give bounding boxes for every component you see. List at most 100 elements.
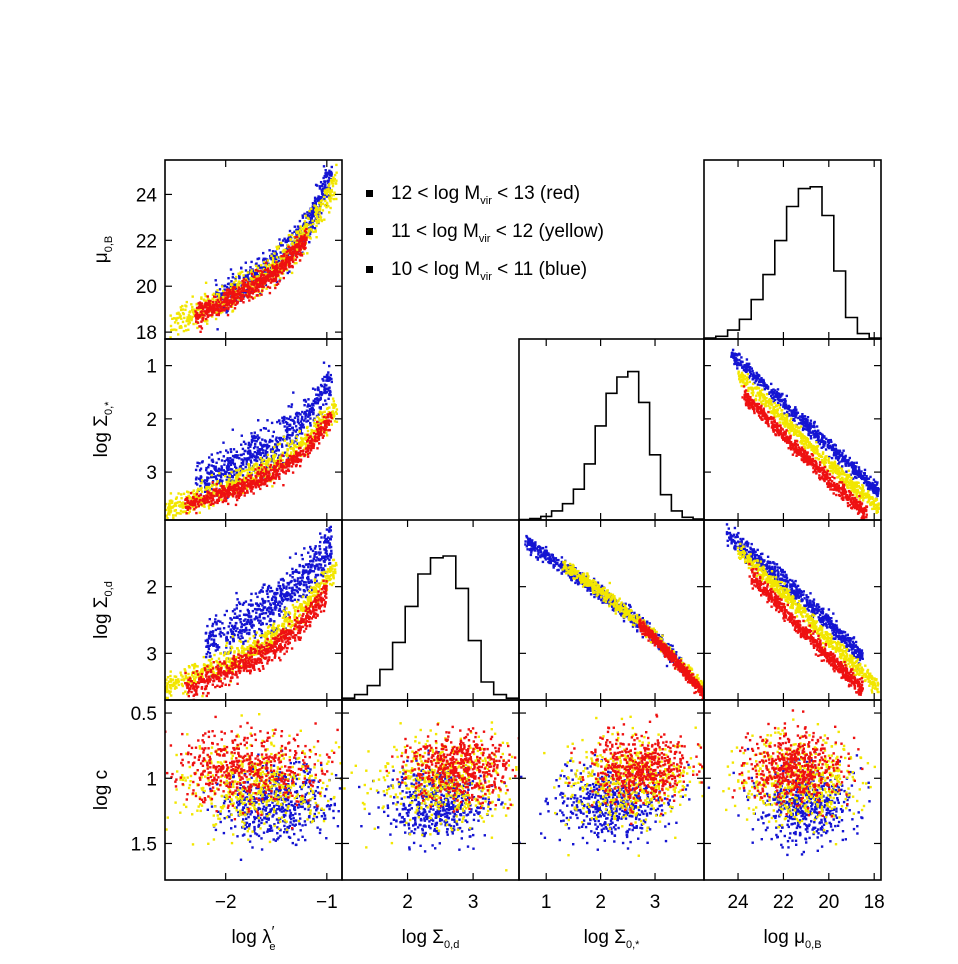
scatter-point — [214, 475, 217, 478]
scatter-point — [758, 374, 761, 378]
scatter-point — [227, 487, 230, 490]
scatter-point — [250, 440, 254, 444]
scatter-point — [223, 309, 226, 312]
scatter-point — [820, 446, 823, 449]
scatter-point — [233, 307, 237, 310]
scatter-point — [827, 445, 830, 449]
scatter-point — [326, 416, 330, 419]
scatter-point — [271, 262, 274, 265]
scatter-point — [303, 242, 307, 245]
scatter-point — [302, 252, 305, 255]
scatter-point — [288, 259, 292, 262]
scatter-point — [330, 190, 334, 193]
scatter-point — [253, 445, 257, 448]
scatter-point — [317, 422, 321, 426]
scatter-point — [772, 397, 775, 400]
scatter-point — [227, 463, 230, 466]
scatter-point — [206, 308, 209, 311]
scatter-point — [271, 260, 274, 263]
scatter-point — [278, 280, 281, 283]
scatter-point — [302, 452, 305, 456]
scatter-point — [288, 458, 291, 461]
scatter-point — [785, 394, 788, 398]
scatter-point — [192, 489, 195, 492]
scatter-point — [287, 264, 291, 267]
scatter-point — [231, 481, 234, 485]
scatter-point — [275, 256, 279, 259]
scatter-point — [248, 299, 251, 302]
scatter-point — [210, 473, 213, 477]
scatter-point — [844, 455, 847, 459]
scatter-point — [875, 490, 878, 494]
scatter-point — [299, 428, 303, 431]
scatter-point — [857, 471, 860, 475]
scatter-point — [234, 279, 237, 282]
scatter-point — [735, 359, 738, 363]
scatter-point — [321, 411, 324, 414]
scatter-point — [282, 269, 285, 272]
scatter-point — [267, 278, 270, 282]
scatter-point — [230, 470, 233, 474]
scatter-point — [281, 468, 284, 471]
scatter-point — [310, 410, 314, 413]
scatter-point — [752, 373, 755, 376]
scatter-point — [171, 317, 174, 320]
scatter-point — [283, 418, 286, 422]
scatter-point — [763, 381, 766, 385]
scatter-point — [290, 233, 293, 237]
scatter-point — [298, 240, 301, 244]
scatter-point — [328, 364, 331, 368]
scatter-point — [282, 438, 285, 441]
scatter-point — [200, 490, 204, 493]
scatter-point — [291, 248, 294, 251]
scatter-point — [311, 430, 314, 433]
scatter-point — [282, 262, 285, 265]
scatter-point — [255, 476, 258, 479]
scatter-point — [316, 387, 320, 391]
scatter-point — [170, 499, 173, 502]
scatter-point — [200, 308, 204, 312]
scatter-point — [169, 509, 173, 513]
scatter-point — [328, 393, 331, 397]
scatter-point — [236, 283, 239, 286]
scatter-point — [807, 426, 810, 430]
scatter-point — [236, 293, 239, 296]
scatter-point — [790, 414, 793, 417]
scatter-point — [241, 289, 245, 293]
scatter-point — [264, 427, 267, 430]
scatter-point — [264, 449, 267, 452]
scatter-point — [235, 456, 239, 459]
scatter-point — [788, 414, 791, 417]
scatter-point — [257, 466, 260, 470]
scatter-point — [224, 489, 228, 492]
scatter-point — [200, 481, 203, 485]
scatter-point — [772, 390, 775, 394]
scatter-point — [274, 277, 278, 280]
scatter-point — [189, 504, 193, 508]
scatter-point — [238, 490, 241, 494]
scatter-point — [234, 290, 238, 293]
scatter-point — [252, 479, 256, 482]
scatter-point — [280, 255, 283, 258]
scatter-point — [333, 173, 337, 177]
scatter-point — [280, 260, 283, 263]
scatter-point — [305, 236, 308, 239]
scatter-point — [310, 217, 313, 220]
scatter-point — [255, 436, 258, 439]
scatter-point — [326, 173, 329, 176]
scatter-point — [785, 416, 789, 419]
scatter-point — [841, 478, 845, 481]
scatter-point — [268, 291, 272, 295]
scatter-point — [272, 474, 275, 477]
scatter-point — [180, 326, 183, 329]
scatter-point — [848, 462, 851, 465]
scatter-point — [318, 411, 321, 414]
scatter-point — [254, 436, 257, 439]
scatter-point — [324, 192, 327, 195]
scatter-point — [777, 397, 780, 400]
scatter-point — [808, 429, 811, 432]
scatter-point — [240, 458, 243, 461]
scatter-point — [287, 444, 291, 448]
scatter-point — [168, 502, 172, 505]
scatter-point — [231, 489, 234, 492]
